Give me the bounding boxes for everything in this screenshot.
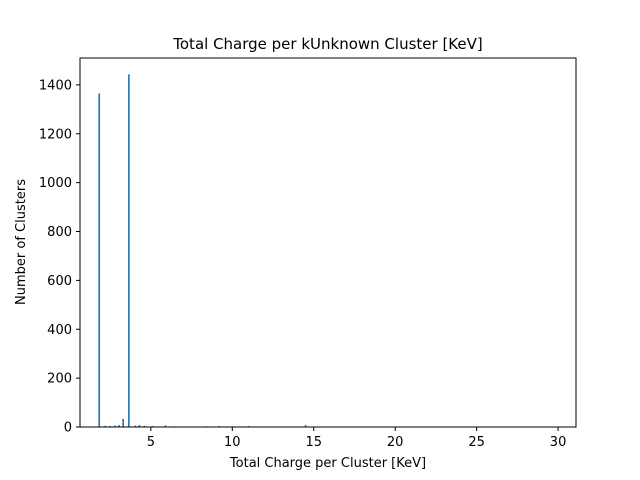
bar (164, 425, 167, 427)
bar (304, 425, 307, 427)
x-tick-label: 20 (387, 435, 404, 450)
bar (128, 74, 130, 428)
y-tick-label: 1000 (39, 176, 72, 191)
bar (138, 425, 141, 427)
x-axis-label: Total Charge per Cluster [KeV] (229, 456, 426, 471)
y-axis-label: Number of Clusters (14, 179, 29, 305)
y-tick-label: 200 (47, 372, 72, 387)
bar (114, 425, 116, 427)
bar (143, 425, 146, 427)
bar (104, 425, 107, 427)
bar (134, 425, 137, 427)
plot-frame (79, 57, 577, 428)
y-tick-label: 400 (47, 323, 72, 338)
y-tick-label: 800 (47, 225, 72, 240)
x-tick-label: 25 (468, 435, 485, 450)
y-axis-ticks: 0 200 400 600 800 1000 1200 1400 (39, 78, 80, 436)
y-tick-label: 1200 (39, 127, 72, 142)
x-tick-label: 10 (224, 435, 241, 450)
bar (122, 418, 124, 427)
x-tick-label: 30 (550, 435, 567, 450)
x-axis-ticks: 5 10 15 20 25 30 (147, 427, 567, 450)
y-tick-label: 600 (47, 274, 72, 289)
y-tick-label: 1400 (39, 78, 72, 93)
bar (118, 425, 120, 427)
bar (98, 93, 101, 428)
x-tick-label: 5 (147, 435, 155, 450)
y-tick-label: 0 (64, 421, 72, 436)
chart-title: Total Charge per kUnknown Cluster [KeV] (172, 35, 482, 53)
x-tick-label: 15 (305, 435, 322, 450)
